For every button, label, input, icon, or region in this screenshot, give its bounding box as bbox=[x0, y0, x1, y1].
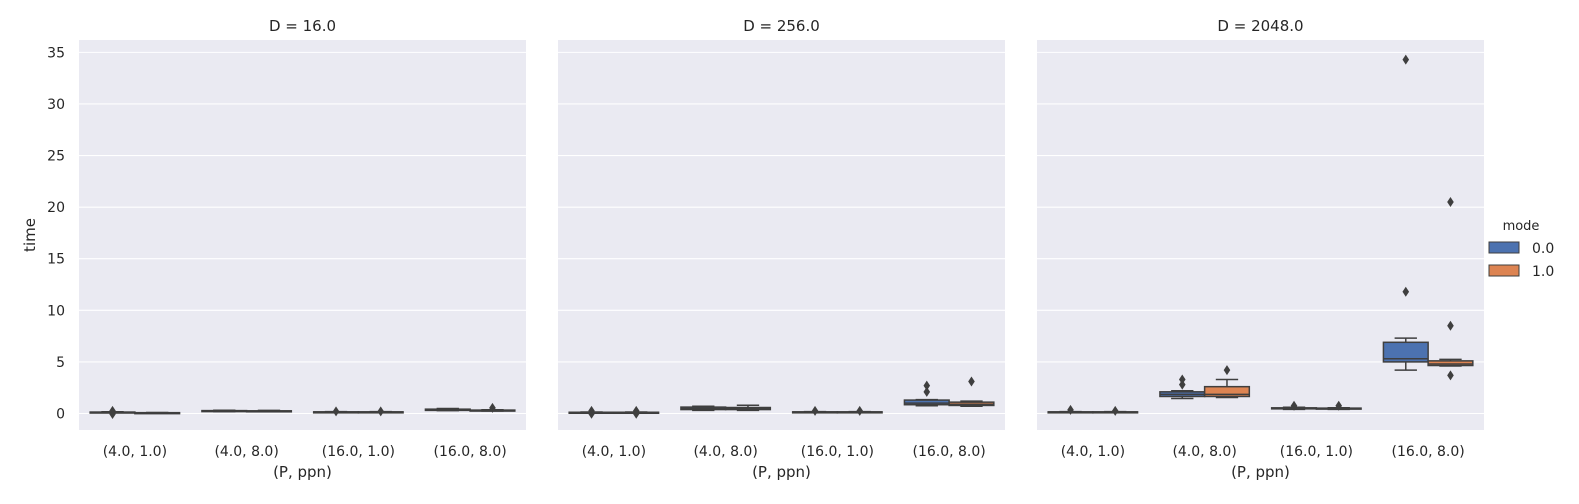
y-tick-label: 5 bbox=[56, 355, 65, 371]
outlier-point bbox=[1447, 320, 1454, 331]
legend-swatch-0.0 bbox=[1488, 241, 1520, 254]
x-tick-label: (16.0, 1.0) bbox=[322, 444, 395, 460]
outlier-point bbox=[109, 409, 116, 420]
x-tick-label: (4.0, 8.0) bbox=[214, 444, 278, 460]
box-1.0 bbox=[1427, 360, 1474, 367]
outlier-point bbox=[1402, 286, 1410, 297]
x-tick-label: (16.0, 8.0) bbox=[912, 444, 985, 460]
y-tick-label: 35 bbox=[47, 45, 65, 61]
plot-background bbox=[1037, 40, 1484, 430]
x-tick-label: (16.0, 8.0) bbox=[1391, 444, 1464, 460]
box-1.0 bbox=[1203, 385, 1251, 398]
y-tick-label: 30 bbox=[47, 97, 65, 113]
facet-title: D = 256.0 bbox=[743, 17, 820, 35]
outlier-point bbox=[1178, 374, 1186, 385]
y-tick-label: 20 bbox=[47, 200, 65, 216]
outlier-point bbox=[332, 406, 340, 417]
box-0.0 bbox=[903, 399, 950, 406]
x-tick-label: (4.0, 1.0) bbox=[1061, 444, 1125, 460]
legend-title: mode bbox=[1503, 219, 1540, 234]
x-axis-label: (P, ppn) bbox=[273, 463, 332, 481]
outlier-point bbox=[588, 408, 595, 419]
facet-panel-2: D = 2048.0 (4.0, 1.0) (4.0, 8.0) (16.0, 1.0… bbox=[1037, 17, 1484, 481]
x-tick-label: (4.0, 8.0) bbox=[1172, 444, 1236, 460]
y-tick-label: 0 bbox=[56, 406, 65, 422]
x-tick-label: (16.0, 1.0) bbox=[1280, 444, 1353, 460]
plot-background bbox=[79, 40, 526, 430]
outlier-point bbox=[1447, 196, 1454, 207]
x-tick-label: (4.0, 8.0) bbox=[693, 444, 757, 460]
outlier-point bbox=[632, 408, 640, 419]
outlier-point bbox=[1402, 54, 1410, 65]
x-tick-label: (4.0, 1.0) bbox=[103, 444, 167, 460]
x-tick-label: (4.0, 1.0) bbox=[582, 444, 646, 460]
facet-title: D = 16.0 bbox=[269, 17, 336, 35]
y-tick-label: 10 bbox=[47, 303, 65, 319]
legend-label: 1.0 bbox=[1532, 264, 1554, 280]
outlier-point bbox=[923, 380, 931, 391]
plot-background bbox=[558, 40, 1005, 430]
legend: mode 0.0 1.0 bbox=[1488, 219, 1554, 280]
box-0.0 bbox=[1382, 341, 1429, 363]
x-tick-label: (16.0, 1.0) bbox=[801, 444, 874, 460]
outlier-point bbox=[1178, 379, 1186, 390]
legend-swatch-1.0 bbox=[1488, 264, 1520, 277]
outlier-point bbox=[489, 402, 496, 413]
y-tick-label: 15 bbox=[47, 252, 65, 268]
legend-label: 0.0 bbox=[1532, 241, 1554, 257]
y-tick-label: 25 bbox=[47, 149, 65, 165]
facet-panel-1: D = 256.0 (4.0, 1.0) (4.0, 8.0) (16.0, 1.0)… bbox=[558, 17, 1005, 481]
facet-panel-0: D = 16.0 (4.0, 1.0) (4.0, 8.0) (16.0, 1.0) (… bbox=[79, 17, 526, 481]
outlier-point bbox=[1067, 404, 1074, 415]
outlier-point bbox=[1223, 365, 1231, 376]
outlier-point bbox=[856, 405, 864, 416]
x-axis-label: (P, ppn) bbox=[752, 463, 811, 481]
outlier-point bbox=[1290, 400, 1298, 411]
y-axis-label: time bbox=[21, 218, 39, 252]
outlier-point bbox=[377, 406, 385, 417]
outlier-point bbox=[1335, 400, 1343, 411]
outlier-point bbox=[1111, 405, 1119, 416]
outlier-point bbox=[811, 405, 819, 416]
x-tick-label: (16.0, 8.0) bbox=[433, 444, 506, 460]
outlier-point bbox=[968, 376, 975, 387]
facet-title: D = 2048.0 bbox=[1217, 17, 1303, 35]
x-axis-label: (P, ppn) bbox=[1231, 463, 1290, 481]
outlier-point bbox=[923, 386, 931, 397]
outlier-point bbox=[1447, 370, 1454, 381]
